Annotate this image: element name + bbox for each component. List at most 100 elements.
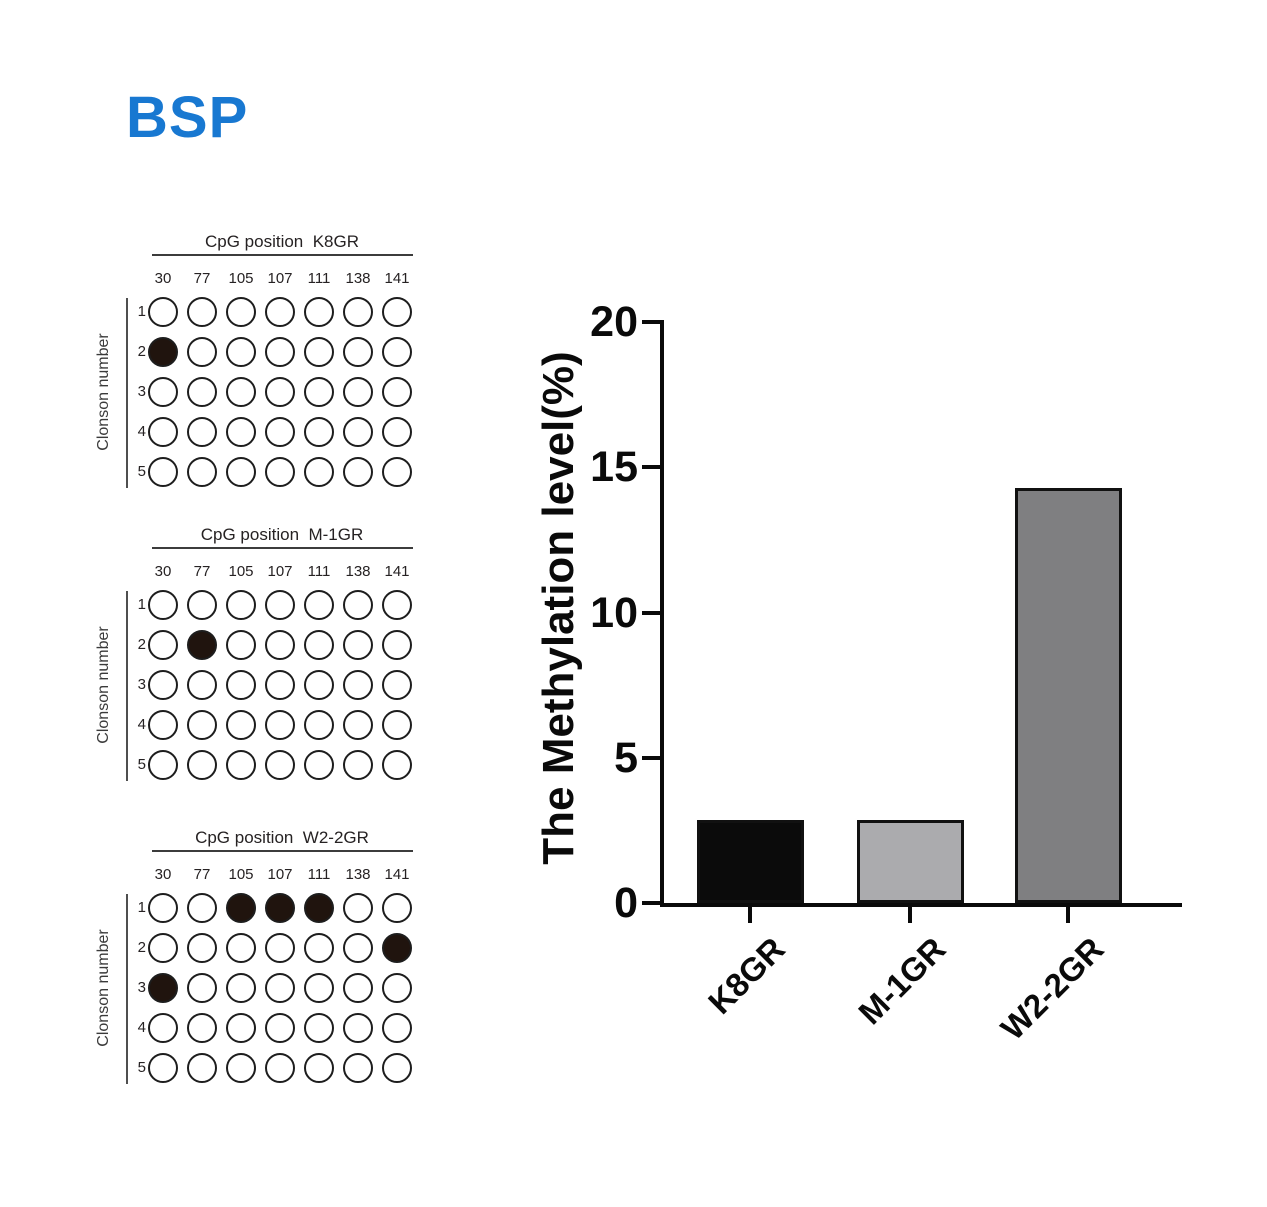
- cpg-circle-unmethylated: [304, 630, 334, 660]
- clone-axis-line: [126, 894, 128, 1084]
- cpg-circle-unmethylated: [382, 1053, 412, 1083]
- cpg-circle-unmethylated: [382, 377, 412, 407]
- cpg-position-label: 105: [228, 270, 254, 287]
- clone-row-label: 1: [137, 303, 146, 320]
- cpg-circle-unmethylated: [148, 377, 178, 407]
- y-axis-tick: [642, 610, 660, 615]
- cpg-circle-unmethylated: [343, 1013, 373, 1043]
- cpg-position-label: 141: [384, 866, 410, 883]
- cpg-circle-unmethylated: [148, 933, 178, 963]
- clone-row-label: 5: [137, 1059, 146, 1076]
- cpg-circle-unmethylated: [265, 1053, 295, 1083]
- cpg-position-label: 138: [345, 270, 371, 287]
- cpg-circle-unmethylated: [343, 893, 373, 923]
- cpg-circle-unmethylated: [187, 750, 217, 780]
- cpg-circle-unmethylated: [148, 750, 178, 780]
- cpg-circle-unmethylated: [304, 973, 334, 1003]
- cpg-circle-unmethylated: [226, 933, 256, 963]
- cpg-circle-unmethylated: [148, 630, 178, 660]
- cpg-circle-unmethylated: [304, 337, 334, 367]
- cpg-circle-unmethylated: [343, 457, 373, 487]
- y-tick-label: 10: [590, 588, 638, 637]
- cpg-circle-unmethylated: [265, 933, 295, 963]
- cpg-circle-unmethylated: [265, 973, 295, 1003]
- cpg-circle-unmethylated: [148, 670, 178, 700]
- cpg-circle-unmethylated: [382, 750, 412, 780]
- cpg-circle-unmethylated: [265, 1013, 295, 1043]
- cpg-circle-unmethylated: [343, 630, 373, 660]
- cpg-circle-unmethylated: [304, 457, 334, 487]
- cpg-circle-unmethylated: [226, 590, 256, 620]
- cpg-circle-unmethylated: [187, 297, 217, 327]
- cpg-circle-unmethylated: [187, 417, 217, 447]
- cpg-circle-unmethylated: [304, 377, 334, 407]
- cpg-circle-unmethylated: [187, 670, 217, 700]
- cpg-circle-unmethylated: [187, 710, 217, 740]
- cpg-position-label: 77: [193, 563, 211, 580]
- cpg-circle-unmethylated: [304, 1053, 334, 1083]
- cpg-position-label: 141: [384, 563, 410, 580]
- clone-row-label: 2: [137, 343, 146, 360]
- cpg-position-label: 105: [228, 866, 254, 883]
- cpg-circle-unmethylated: [148, 457, 178, 487]
- cpg-circle-unmethylated: [265, 710, 295, 740]
- cpg-circle-unmethylated: [343, 417, 373, 447]
- cpg-circle-unmethylated: [226, 297, 256, 327]
- cpg-circle-unmethylated: [265, 590, 295, 620]
- x-axis-label: W2-2GR: [993, 930, 1111, 1047]
- cpg-panel-underline: [152, 254, 413, 256]
- cpg-circle-unmethylated: [226, 973, 256, 1003]
- cpg-circle-unmethylated: [265, 377, 295, 407]
- y-axis-tick: [642, 901, 660, 905]
- cpg-circle-unmethylated: [226, 457, 256, 487]
- cpg-circle-unmethylated: [343, 377, 373, 407]
- clone-row-label: 4: [137, 1019, 146, 1036]
- cpg-circle-unmethylated: [148, 590, 178, 620]
- cpg-circle-unmethylated: [304, 297, 334, 327]
- cpg-position-label: 30: [154, 270, 172, 287]
- figure-title: BSP: [126, 85, 249, 150]
- x-axis-tick: [1066, 907, 1070, 923]
- cpg-circle-unmethylated: [382, 893, 412, 923]
- cpg-circle-methylated: [187, 630, 217, 660]
- bar-k8gr: [696, 819, 804, 903]
- cpg-position-label: 138: [345, 563, 371, 580]
- cpg-circle-unmethylated: [226, 750, 256, 780]
- cpg-circle-unmethylated: [187, 1053, 217, 1083]
- cpg-circle-methylated: [304, 893, 334, 923]
- cpg-position-label: 30: [154, 866, 172, 883]
- cpg-position-label: 107: [267, 270, 293, 287]
- cpg-circle-unmethylated: [265, 417, 295, 447]
- cpg-position-label: 107: [267, 866, 293, 883]
- cpg-circle-unmethylated: [382, 710, 412, 740]
- clone-row-label: 3: [137, 383, 146, 400]
- cpg-circle-methylated: [148, 337, 178, 367]
- cpg-panel-underline: [152, 850, 413, 852]
- cpg-circle-unmethylated: [265, 297, 295, 327]
- cpg-circle-unmethylated: [382, 297, 412, 327]
- clone-row-label: 4: [137, 423, 146, 440]
- cpg-circle-unmethylated: [304, 670, 334, 700]
- y-tick-label: 5: [614, 733, 638, 782]
- cpg-circle-unmethylated: [187, 893, 217, 923]
- cpg-circle-unmethylated: [187, 457, 217, 487]
- cpg-circle-unmethylated: [304, 1013, 334, 1043]
- x-axis-label: K8GR: [701, 930, 793, 1021]
- cpg-circle-unmethylated: [343, 933, 373, 963]
- cpg-circle-unmethylated: [382, 670, 412, 700]
- x-axis-label: M-1GR: [850, 930, 953, 1032]
- cpg-position-label: 77: [193, 270, 211, 287]
- clone-row-label: 1: [137, 596, 146, 613]
- cpg-circle-unmethylated: [148, 1013, 178, 1043]
- clone-row-label: 2: [137, 939, 146, 956]
- x-axis-tick: [748, 907, 752, 923]
- cpg-circle-unmethylated: [148, 297, 178, 327]
- cpg-position-label: 141: [384, 270, 410, 287]
- clone-row-label: 3: [137, 676, 146, 693]
- cpg-circle-unmethylated: [382, 1013, 412, 1043]
- cpg-panel-title: CpG position K8GR: [204, 232, 359, 251]
- cpg-circle-unmethylated: [382, 590, 412, 620]
- y-axis-tick: [642, 465, 660, 470]
- cpg-circle-unmethylated: [187, 590, 217, 620]
- cpg-circle-unmethylated: [265, 670, 295, 700]
